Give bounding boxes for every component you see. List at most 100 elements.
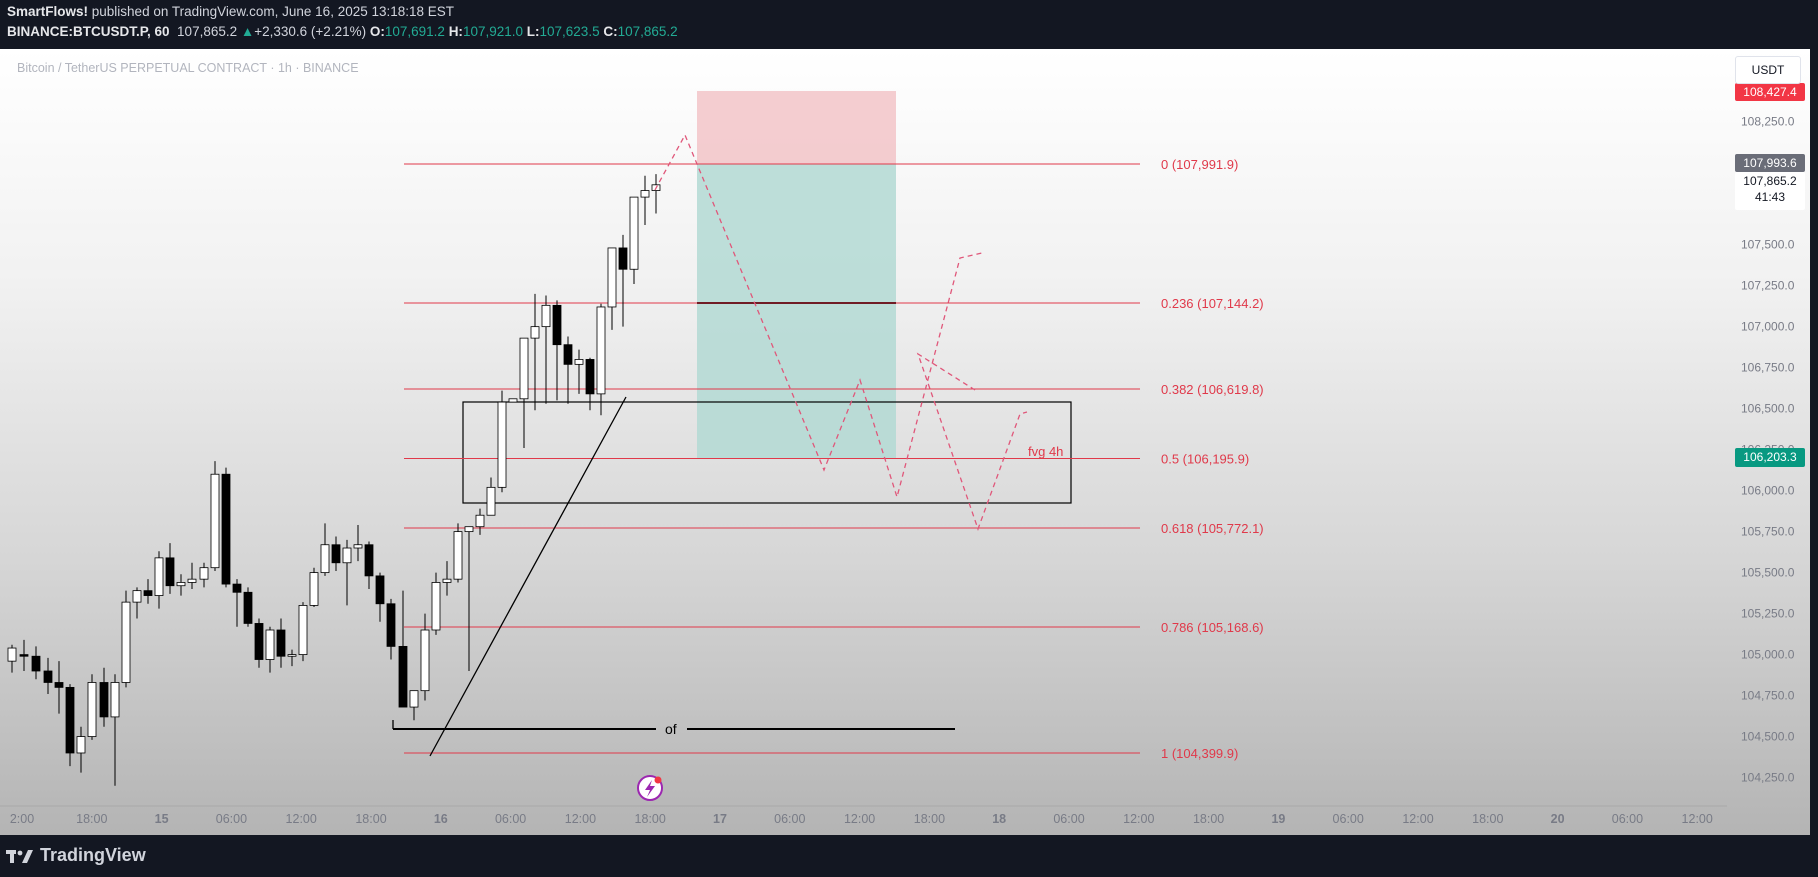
candle-body (31, 655, 41, 672)
candle-body (132, 590, 142, 603)
price-tick: 108,250.0 (1741, 115, 1795, 129)
candle-body (486, 486, 496, 516)
trend-line[interactable] (429, 396, 627, 757)
stop-loss-zone[interactable] (697, 91, 896, 164)
time-tick: 18 (992, 812, 1006, 826)
candle-body (110, 682, 120, 718)
candle-body (7, 647, 17, 662)
time-tick: 2:00 (10, 812, 34, 826)
candle-body (331, 544, 341, 564)
time-tick: 06:00 (495, 812, 526, 826)
time-tick: 12:00 (565, 812, 596, 826)
projection-path-a[interactable] (654, 133, 983, 500)
fib-label-0.5: 0.5 (106,195.9) (1161, 452, 1249, 467)
take-profit-zone[interactable] (697, 164, 896, 459)
price-tags: 108,427.4 107,993.6 107,865.2 41:43 106,203.… (1735, 83, 1805, 467)
candle-body (210, 473, 220, 569)
high-value: 107,921.0 (462, 24, 523, 39)
candle-body (431, 582, 441, 631)
candle-body (353, 544, 363, 549)
candle-body (342, 547, 352, 564)
candle-body (243, 591, 253, 624)
time-tick: 06:00 (1053, 812, 1084, 826)
fibonacci-retracement[interactable]: 0 (107,991.9) 0.236 (107,144.2) 0.382 (106… (404, 157, 1264, 761)
price-change: +2,330.6 (+2.21%) (254, 24, 367, 39)
fib-label-0.786: 0.786 (105,168.6) (1161, 620, 1264, 635)
candle-body (563, 344, 573, 365)
candle-body (76, 736, 86, 754)
candle-body (464, 526, 474, 533)
candle-body (187, 578, 197, 583)
event-dot-icon (654, 776, 662, 784)
candle-body (552, 304, 562, 346)
publish-date: published on TradingView.com, June 16, 2… (91, 4, 455, 19)
time-tick: 19 (1271, 812, 1285, 826)
time-tick: 06:00 (216, 812, 247, 826)
symbol-name[interactable]: BINANCE:BTCUSDT.P, 60 (7, 24, 170, 39)
tradingview-brand[interactable]: TradingView (6, 845, 146, 866)
price-axis[interactable]: 108,250.0107,750.0107,500.0107,250.0107,… (1741, 115, 1795, 785)
candle-body (475, 514, 485, 528)
time-tick: 18:00 (635, 812, 666, 826)
price-tick: 105,500.0 (1741, 566, 1795, 580)
candle-body (398, 645, 408, 708)
stop-price-tag-text: 108,427.4 (1743, 85, 1797, 99)
time-axis[interactable]: 2:00 18:00 15 06:00 12:00 18:00 16 06:00 12:00 18… (10, 812, 1713, 826)
candle-body (574, 359, 584, 365)
candle-body (309, 572, 319, 606)
price-tick: 104,500.0 (1741, 730, 1795, 744)
candle-body (596, 306, 606, 395)
candle-body (298, 605, 308, 655)
open-value: 107,691.2 (384, 24, 445, 39)
candle-body (541, 304, 551, 328)
high-label: H: (448, 24, 463, 39)
candle-body (99, 682, 109, 718)
candle-body (19, 654, 29, 657)
time-tick: 18:00 (914, 812, 945, 826)
time-tick: 18:00 (76, 812, 107, 826)
candle-body (618, 247, 628, 270)
open-label: O: (369, 24, 385, 39)
chart-canvas[interactable]: Bitcoin / TetherUS PERPETUAL CONTRACT · … (0, 49, 1810, 835)
chart-legend: Bitcoin / TetherUS PERPETUAL CONTRACT · … (17, 61, 359, 75)
candle-body (420, 629, 430, 692)
currency-selector[interactable]: USDT (1735, 56, 1801, 84)
symbol-info: BINANCE:BTCUSDT.P, 60 107,865.2 ▲+2,330.… (7, 24, 678, 39)
fib-label-1: 1 (104,399.9) (1161, 746, 1238, 761)
candlesticks (7, 174, 661, 786)
candle-body (364, 544, 374, 577)
author-name[interactable]: SmartFlows! (7, 4, 89, 19)
candle-body (519, 337, 529, 400)
candle-body (165, 557, 175, 587)
candle-body (442, 578, 452, 583)
time-tick: 12:00 (286, 812, 317, 826)
price-tick: 105,000.0 (1741, 648, 1795, 662)
candle-body (386, 603, 396, 647)
projection-path-b[interactable] (916, 352, 1028, 531)
lightning-icon (645, 780, 655, 797)
candle-body (530, 326, 540, 339)
fvg-box[interactable] (462, 401, 1072, 504)
time-tick: 17 (713, 812, 727, 826)
chart-pane[interactable] (0, 49, 1810, 835)
candle-body (176, 582, 186, 587)
stop-price-tag (1735, 83, 1805, 101)
time-tick: 06:00 (1612, 812, 1643, 826)
time-tick: 16 (434, 812, 448, 826)
time-tick: 18:00 (1193, 812, 1224, 826)
candle-body (254, 623, 264, 660)
candle-body (199, 567, 209, 580)
candle-body (276, 629, 286, 657)
candle-body (65, 686, 75, 754)
candle-body (320, 544, 330, 574)
price-tick: 107,250.0 (1741, 279, 1795, 293)
last-price-tag (1735, 172, 1805, 210)
header-bar: SmartFlows! published on TradingView.com… (0, 0, 1818, 48)
low-label: L: (526, 24, 540, 39)
fib-label-0.382: 0.382 (106,619.8) (1161, 382, 1264, 397)
time-tick: 12:00 (1402, 812, 1433, 826)
candle-body (585, 359, 595, 395)
fib-label-0.618: 0.618 (105,772.1) (1161, 521, 1264, 536)
time-tick: 12:00 (1682, 812, 1713, 826)
change-arrow-icon: ▲ (240, 24, 255, 39)
